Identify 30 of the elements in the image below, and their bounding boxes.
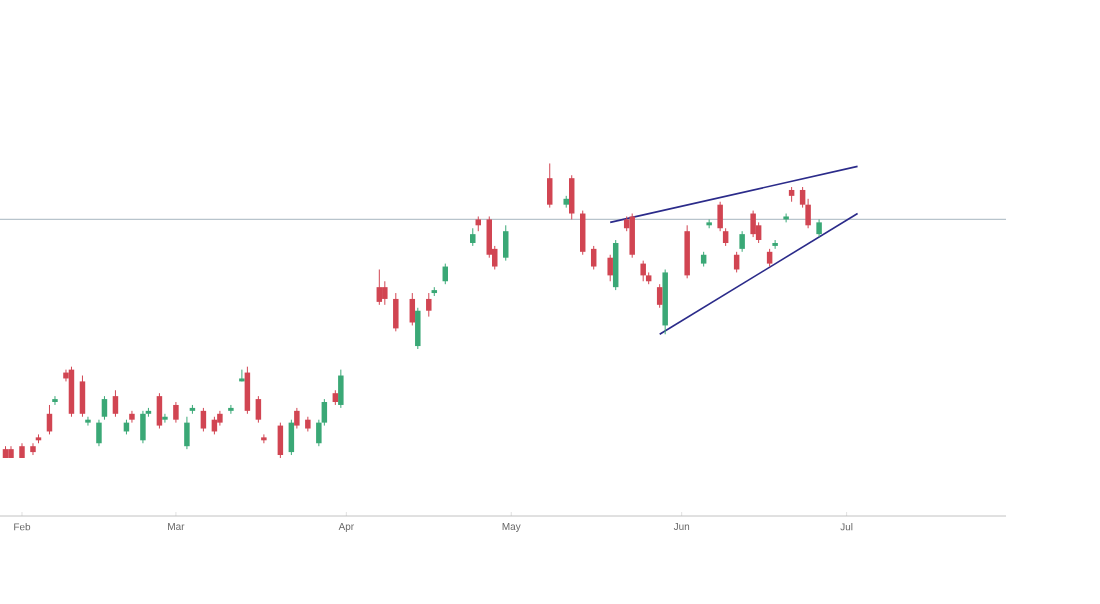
candlestick [717,201,723,232]
candlestick [739,230,745,253]
candlestick [184,416,190,450]
candlestick [255,395,262,424]
candlestick [546,162,553,209]
candlestick [294,407,300,430]
candlestick [415,307,421,350]
candlestick [656,283,663,309]
candlestick [503,224,509,262]
candlestick [239,369,245,382]
candlestick [612,239,619,291]
candlestick [244,366,251,415]
candlestick [288,419,295,456]
candlestick [338,369,344,409]
candlestick [568,174,575,220]
candlestick [629,213,635,259]
candlestick [376,268,383,306]
candlestick [750,210,756,238]
candlestick [277,422,284,459]
candlestick [200,407,207,432]
candlestick [579,210,586,256]
candlestick [409,292,416,326]
candlestick [640,260,646,282]
candlestick [173,401,179,424]
candlestick [382,280,388,306]
candlestick [607,254,613,282]
candlestick [684,224,690,279]
candlestick [426,292,432,318]
candlestick [590,245,597,270]
candlestick [393,292,399,332]
